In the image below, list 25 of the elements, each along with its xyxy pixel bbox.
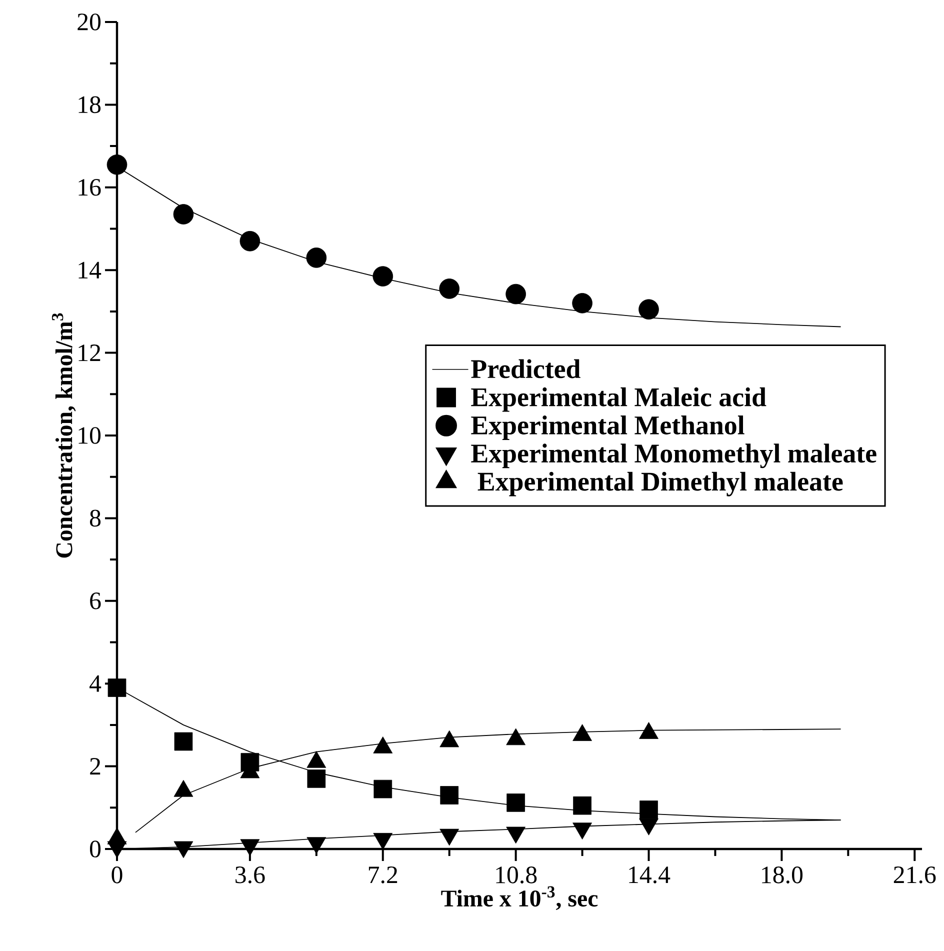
legend-label: Experimental Dimethyl maleate [478, 472, 843, 496]
legend-label: Experimental Monomethyl maleate [471, 444, 876, 468]
y-tick-label: 18 [78, 96, 101, 114]
y-tick-label: 16 [78, 179, 101, 196]
x-tick-label: 10.8 [496, 866, 537, 884]
x-axis-title: Time x 10$^{-3}$, sec [441, 886, 598, 910]
y-tick-label: 10 [78, 427, 101, 444]
y-tick-label: 0 [90, 840, 101, 858]
y-tick-label: 4 [90, 675, 102, 692]
y-tick-label: 12 [78, 344, 100, 362]
y-tick-label: 6 [90, 592, 101, 610]
x-tick-label: 3.6 [236, 866, 265, 884]
y-tick-label: 2 [90, 758, 100, 775]
x-tick-label: 0 [112, 866, 122, 884]
legend-label: Experimental Maleic acid [471, 387, 766, 412]
x-tick-label: 7.2 [368, 866, 398, 884]
y-tick-label: 8 [90, 510, 101, 527]
x-tick-label: 21.6 [894, 866, 936, 884]
legend-label: Experimental Methanol [471, 416, 744, 440]
y-tick-label: 14 [78, 262, 102, 278]
x-tick-label: 18.0 [762, 866, 803, 884]
y-axis-title: Concentration, kmol/m$^{3}$ [52, 313, 76, 558]
legend-label: Predicted [471, 359, 580, 378]
y-tick-label: 20 [78, 14, 101, 30]
x-tick-label: 14.4 [629, 866, 670, 884]
